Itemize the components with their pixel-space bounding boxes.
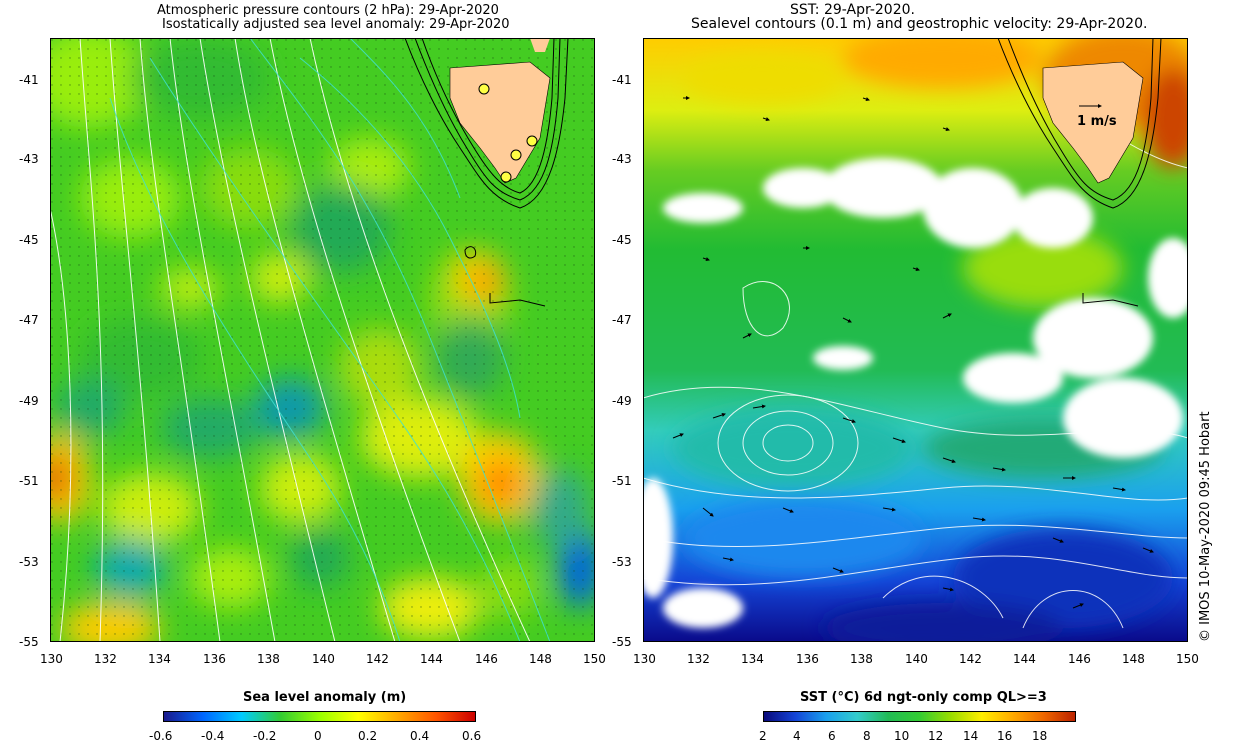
- right-y-tick: -47: [612, 313, 632, 327]
- left-y-tick: -47: [19, 313, 39, 327]
- velocity-arrows: [672, 96, 1154, 609]
- sst-colorbar-tick: 16: [997, 729, 1013, 743]
- sst-colorbar-tick: 12: [928, 729, 944, 743]
- sla-colorbar-tick: -0.6: [149, 729, 173, 743]
- sst-colorbar-tick: 4: [793, 729, 801, 743]
- right-x-tick: 142: [959, 652, 982, 666]
- left-y-tick: -43: [19, 152, 39, 166]
- tide-gauge-marker: [478, 83, 490, 95]
- left-y-tick: -41: [19, 73, 39, 87]
- right-x-tick: 146: [1068, 652, 1091, 666]
- right-x-tick: 144: [1013, 652, 1036, 666]
- sst-colorbar-tick: 2: [759, 729, 767, 743]
- left-y-tick: -49: [19, 394, 39, 408]
- left-x-tick: 130: [40, 652, 63, 666]
- left-x-tick: 146: [475, 652, 498, 666]
- tide-gauge-markers: [478, 83, 538, 183]
- sst-map-panel: 1 m/s: [643, 38, 1188, 642]
- sst-colorbar-tick: 10: [894, 729, 910, 743]
- sla-colorbar: [163, 711, 476, 722]
- right-x-tick: 140: [905, 652, 928, 666]
- sla-contours: [109, 38, 551, 642]
- sla-colorbar-tick: 0: [314, 729, 322, 743]
- sla-colorbar-tick: 0.4: [410, 729, 430, 743]
- tasmania-land: [1042, 61, 1144, 184]
- sla-colorbar-tick: 0.2: [358, 729, 378, 743]
- sla-map-panel: [50, 38, 595, 642]
- left-y-tick: -45: [19, 233, 39, 247]
- left-x-tick: 140: [312, 652, 335, 666]
- sst-colorbar-tick: 6: [828, 729, 836, 743]
- left-x-tick: 134: [148, 652, 171, 666]
- tasmania-land: [449, 61, 551, 184]
- sla-colorbar-tick: -0.4: [201, 729, 225, 743]
- sst-colorbar: [763, 711, 1076, 722]
- sealevel-contours: [643, 77, 1188, 629]
- sst-colorbar-tick: 18: [1032, 729, 1048, 743]
- right-y-tick: -53: [612, 555, 632, 569]
- tide-gauge-marker: [500, 171, 512, 183]
- pressure-contours: [50, 38, 531, 642]
- left-panel-title-2: Isostatically adjusted sea level anomaly…: [162, 17, 510, 32]
- right-y-tick: -41: [612, 73, 632, 87]
- right-x-tick: 148: [1122, 652, 1145, 666]
- right-y-tick: -55: [612, 635, 632, 649]
- bathymetry-contours: [404, 38, 569, 307]
- sst-colorbar-tick: 8: [863, 729, 871, 743]
- left-x-tick: 138: [257, 652, 280, 666]
- right-x-tick: 132: [687, 652, 710, 666]
- right-x-tick: 150: [1176, 652, 1199, 666]
- sla-colorbar-tick: 0.6: [462, 729, 482, 743]
- left-x-tick: 142: [366, 652, 389, 666]
- left-x-tick: 132: [94, 652, 117, 666]
- right-y-tick: -51: [612, 474, 632, 488]
- right-x-tick: 138: [850, 652, 873, 666]
- velocity-scale-label: 1 m/s: [1077, 114, 1117, 129]
- left-y-tick: -55: [19, 635, 39, 649]
- left-x-tick: 148: [529, 652, 552, 666]
- left-panel-title-1: Atmospheric pressure contours (2 hPa): 2…: [157, 3, 499, 18]
- tide-gauge-marker: [510, 149, 522, 161]
- sla-map: [50, 38, 595, 642]
- sst-colorbar-tick: 14: [963, 729, 979, 743]
- flinders-island-land: [530, 38, 550, 52]
- left-x-tick: 150: [583, 652, 606, 666]
- left-y-tick: -53: [19, 555, 39, 569]
- left-x-tick: 136: [203, 652, 226, 666]
- sla-colorbar-tick: -0.2: [253, 729, 277, 743]
- right-panel-title-1: SST: 29-Apr-2020.: [790, 2, 915, 18]
- right-panel-title-2: Sealevel contours (0.1 m) and geostrophi…: [691, 16, 1148, 32]
- sst-map: [643, 38, 1188, 642]
- left-y-tick: -51: [19, 474, 39, 488]
- right-y-tick: -49: [612, 394, 632, 408]
- tide-gauge-marker: [526, 135, 538, 147]
- right-x-tick: 134: [741, 652, 764, 666]
- right-y-tick: -43: [612, 152, 632, 166]
- right-x-tick: 136: [796, 652, 819, 666]
- sla-colorbar-title: Sea level anomaly (m): [243, 690, 407, 705]
- bathymetry-contours: [997, 38, 1162, 307]
- sst-colorbar-title: SST (°C) 6d ngt-only comp QL>=3: [800, 690, 1047, 705]
- imos-credit: © IMOS 10-May-2020 09:45 Hobart: [1198, 411, 1213, 642]
- right-y-tick: -45: [612, 233, 632, 247]
- right-x-tick: 130: [633, 652, 656, 666]
- cloud-mask: [643, 158, 1188, 628]
- left-x-tick: 144: [420, 652, 443, 666]
